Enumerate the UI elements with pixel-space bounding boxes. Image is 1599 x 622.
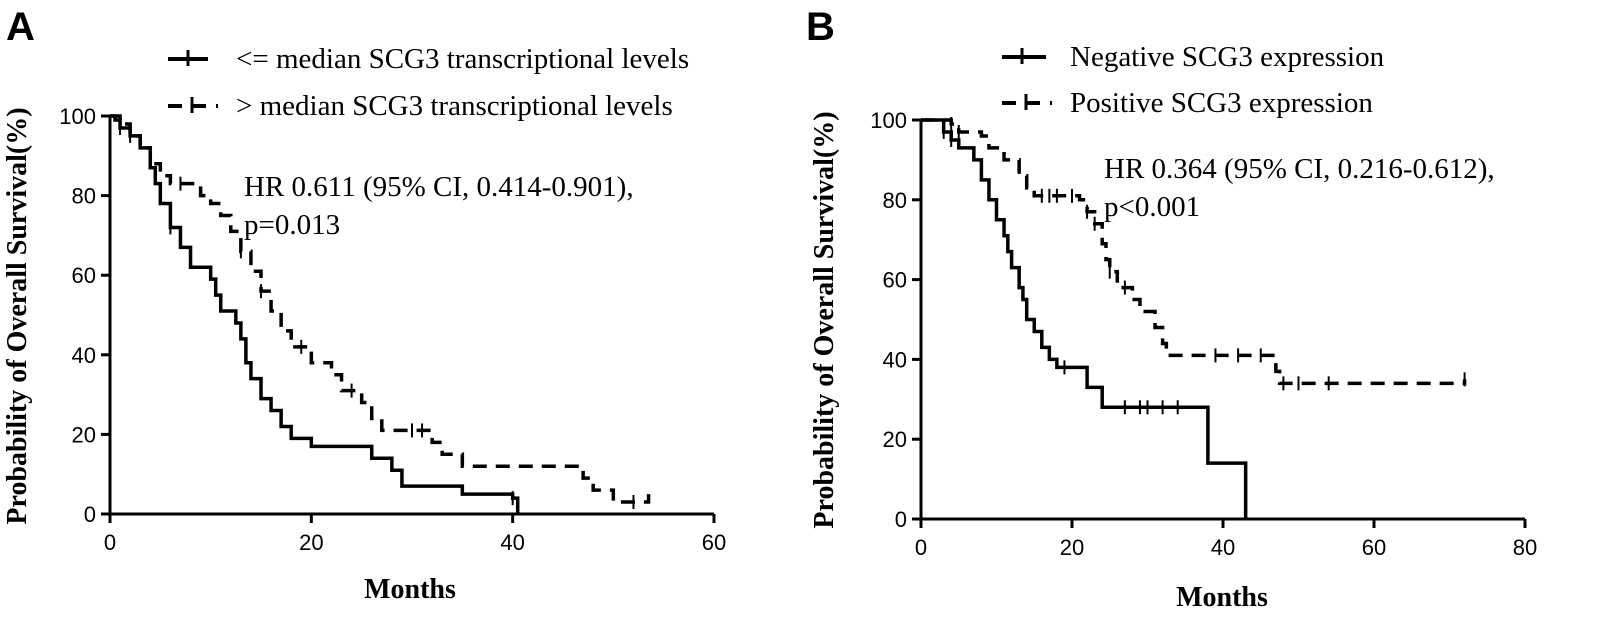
panel-letter-a: A (6, 5, 35, 49)
survival-curve-series-2 (110, 114, 651, 504)
y-axis-title-b: Probability of Overall Survival(%) (809, 111, 840, 528)
y-tick-label: 40 (883, 347, 907, 372)
panel-a: A 0 20 40 60 0 20 40 60 80 100 <= median SCG3 tra… (2, 5, 726, 605)
panel-b-axes: 0 20 40 60 80 0 20 40 60 80 100 (870, 108, 1537, 560)
y-tick-label: 20 (72, 422, 96, 447)
x-tick-label: 20 (1060, 535, 1084, 560)
x-tick-label: 60 (1362, 535, 1386, 560)
y-axis-title-a: Probability of Overall Survival(%) (2, 107, 33, 524)
panel-b-curves (921, 116, 1467, 519)
hr-annotation-line-2: p<0.001 (1104, 191, 1200, 223)
legend-label-series-2: Positive SCG3 expression (1070, 87, 1373, 119)
hr-annotation-line-1: HR 0.364 (95% CI, 0.216-0.612), (1104, 153, 1495, 185)
x-tick-label: 0 (104, 530, 116, 555)
y-tick-label: 0 (84, 502, 96, 527)
legend-label-series-1: <= median SCG3 transcriptional levels (236, 43, 689, 75)
x-tick-label: 60 (702, 530, 726, 555)
panel-b-legend: Negative SCG3 expression Positive SCG3 e… (1002, 41, 1385, 119)
x-tick-label: 20 (299, 530, 323, 555)
survival-curve-series-2 (921, 118, 1467, 386)
y-tick-label: 80 (883, 188, 907, 213)
x-tick-label: 40 (1211, 535, 1235, 560)
x-tick-label: 40 (500, 530, 524, 555)
y-tick-label: 60 (883, 268, 907, 293)
panel-a-axes: 0 20 40 60 0 20 40 60 80 100 (59, 104, 726, 555)
hr-annotation-line-1: HR 0.611 (95% CI, 0.414-0.901), (244, 171, 634, 203)
y-tick-label: 0 (895, 507, 907, 532)
legend-label-series-2: > median SCG3 transcriptional levels (236, 90, 673, 122)
y-tick-label: 40 (72, 343, 96, 368)
panel-letter-b: B (806, 5, 835, 49)
x-tick-label: 0 (915, 535, 927, 560)
y-tick-label: 100 (870, 108, 907, 133)
panel-a-curves (110, 114, 651, 514)
x-axis-title-b: Months (1176, 582, 1268, 613)
panel-b: B 0 20 40 60 80 0 20 40 60 80 100 Negative SCG3 ex… (806, 5, 1537, 613)
x-tick-label: 80 (1513, 535, 1537, 560)
y-tick-label: 100 (59, 104, 96, 129)
panel-a-legend: <= median SCG3 transcriptional levels > … (168, 43, 689, 122)
hr-annotation-line-2: p=0.013 (244, 209, 340, 241)
legend-label-series-1: Negative SCG3 expression (1070, 41, 1385, 73)
y-tick-label: 20 (883, 427, 907, 452)
x-axis-title-a: Months (364, 574, 456, 605)
y-tick-label: 60 (72, 263, 96, 288)
y-tick-label: 80 (72, 184, 96, 209)
survival-curve-series-1 (921, 118, 1248, 519)
